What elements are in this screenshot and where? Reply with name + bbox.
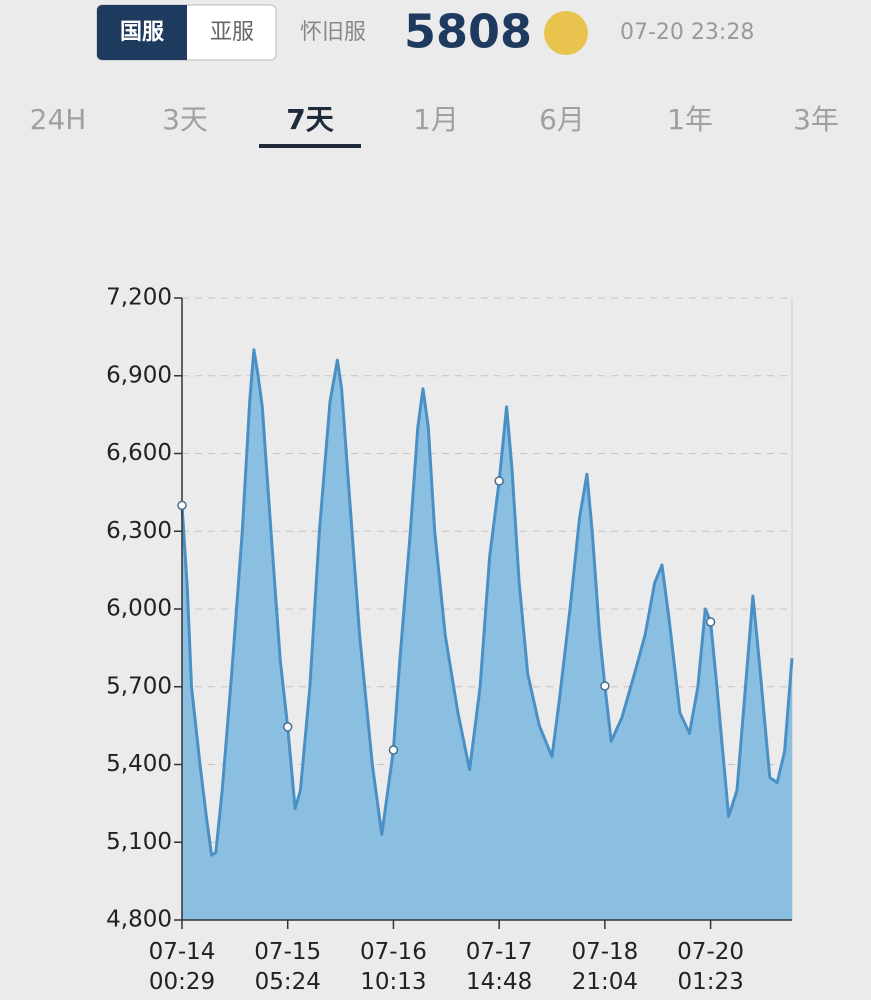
y-tick-label: 6,600 <box>106 440 172 466</box>
x-tick-label: 07-15 05:24 <box>254 939 321 995</box>
x-tick-label: 07-14 00:29 <box>149 939 216 995</box>
period-tab[interactable]: 1年 <box>667 103 713 136</box>
y-tick-label: 5,700 <box>106 673 172 699</box>
price: 5808 <box>404 5 532 59</box>
y-tick-label: 5,400 <box>106 751 172 777</box>
server-type[interactable]: 怀旧服 <box>300 20 366 45</box>
y-tick-label: 6,000 <box>106 596 172 622</box>
point-marker <box>705 617 716 627</box>
tab-underline <box>259 144 361 148</box>
period-tab[interactable]: 1月 <box>413 103 459 136</box>
y-tick-label: 4,800 <box>106 907 172 933</box>
y-tick-label: 6,900 <box>106 362 172 388</box>
x-tick-label: 07-16 10:13 <box>360 939 427 995</box>
point-marker <box>600 681 610 691</box>
chart: 4,800 5,100 5,400 5,700 6,000 6,300 6,600 6,900… <box>106 285 794 995</box>
y-tick-label: 6,300 <box>106 518 172 544</box>
period-tab[interactable]: 24H <box>30 103 87 136</box>
period-tab[interactable]: 3年 <box>793 103 839 136</box>
x-tick-label: 07-17 14:48 <box>466 939 533 995</box>
timestamp: 07-20 23:28 <box>620 20 754 45</box>
period-tab[interactable]: 3天 <box>162 103 208 136</box>
y-tick-label: 5,100 <box>106 829 172 855</box>
point-marker <box>494 476 504 486</box>
coin-icon <box>544 11 588 55</box>
point-marker <box>177 500 187 511</box>
point-marker <box>282 722 293 732</box>
server-tab[interactable]: 国服 <box>120 20 165 45</box>
period-tab[interactable]: 7天 <box>286 103 333 136</box>
server-tab[interactable]: 亚服 <box>210 20 254 45</box>
area <box>182 349 792 920</box>
server-selected-bg <box>97 5 187 60</box>
point-marker <box>388 745 399 755</box>
period-tabs: 24H 3天 7天 1月 6月 1年 3年 <box>30 103 839 148</box>
y-tick-label: 7,200 <box>106 285 172 311</box>
x-tick-label: 07-20 01:23 <box>677 939 744 995</box>
line <box>180 348 794 857</box>
x-tick-label: 07-18 21:04 <box>571 939 638 995</box>
period-tab[interactable]: 6月 <box>539 103 585 136</box>
